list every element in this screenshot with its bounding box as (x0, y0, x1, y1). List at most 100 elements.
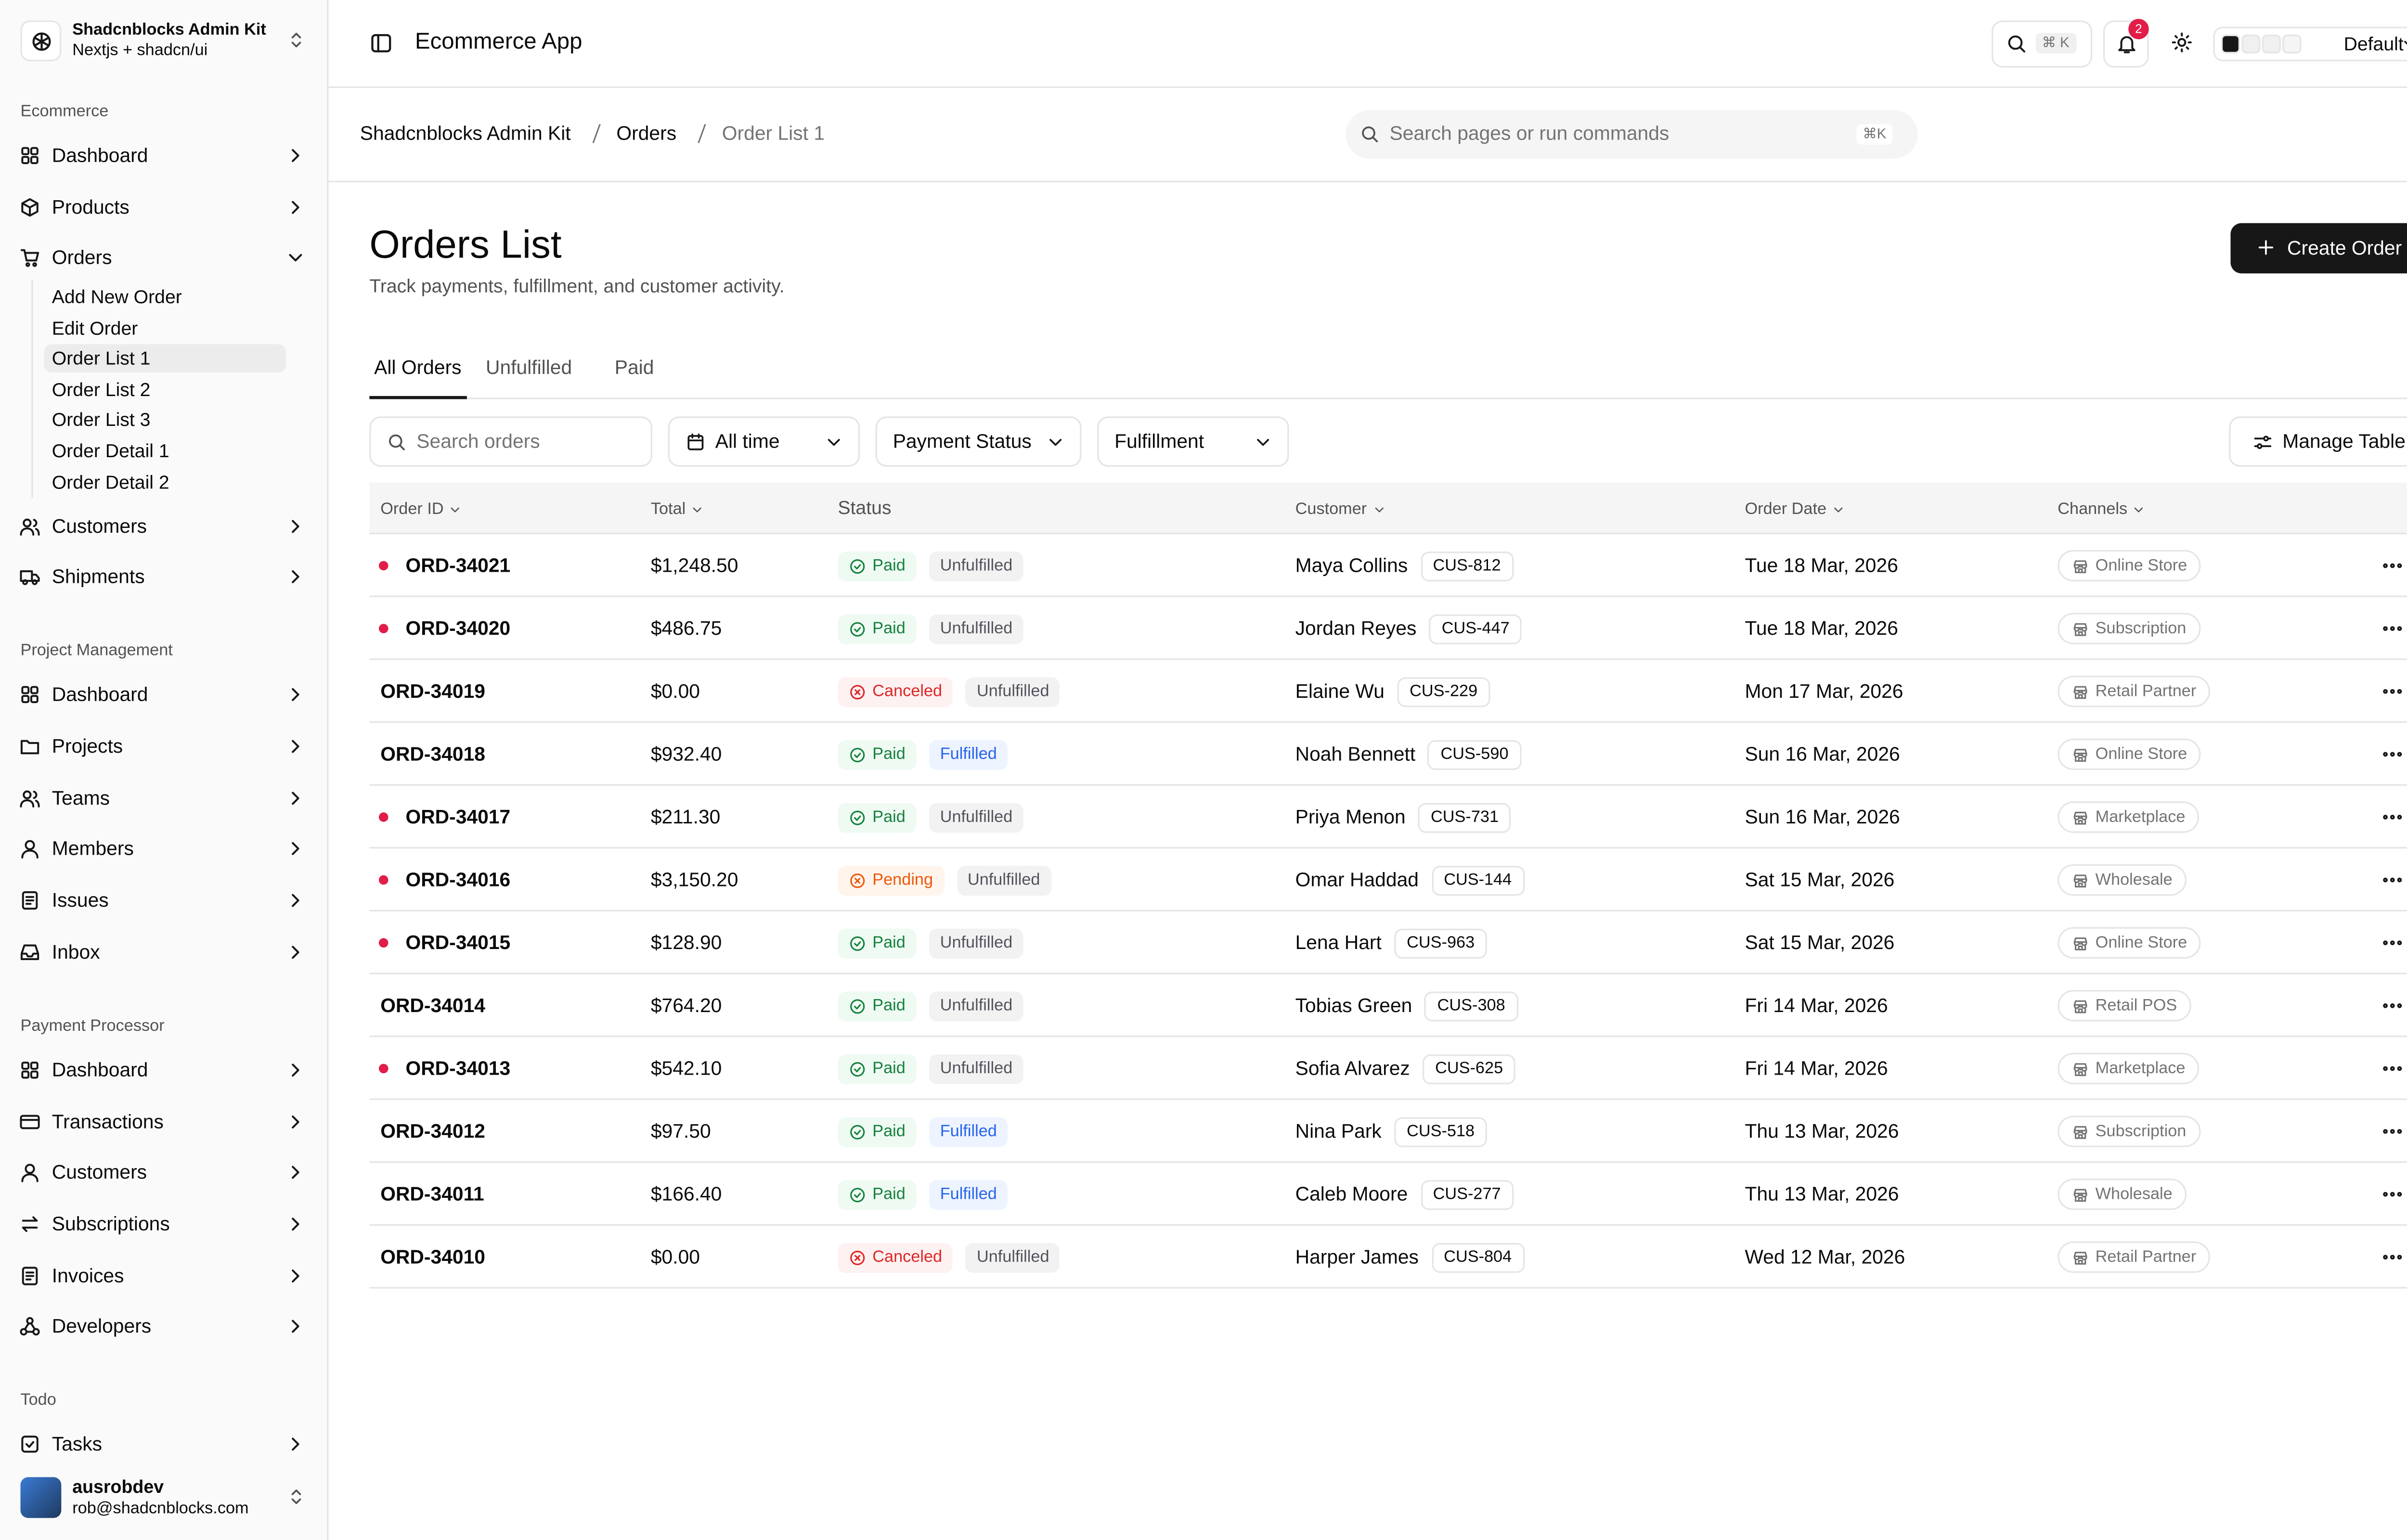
channel-badge: Wholesale (2058, 864, 2187, 896)
row-menu[interactable] (2380, 1119, 2405, 1144)
nav-item[interactable]: Customers (13, 1152, 314, 1193)
order-total: $932.40 (650, 743, 722, 766)
nav-item[interactable]: Products (13, 187, 314, 228)
row-menu[interactable] (2380, 930, 2405, 955)
table-row: ORD-34013 $542.10 Paid Unfulfilled Sofia Alv… (369, 1037, 2407, 1100)
nav-item[interactable]: Customers (13, 505, 314, 546)
nav-item[interactable]: Issues (13, 880, 314, 921)
nav-item[interactable]: Dashboard (13, 135, 314, 176)
order-id[interactable]: ORD-34012 (380, 1120, 486, 1142)
row-menu[interactable] (2380, 867, 2405, 892)
row-menu[interactable] (2380, 679, 2405, 704)
nav-item[interactable]: Developers (13, 1306, 314, 1347)
fulfillment-filter[interactable]: Fulfillment (1097, 416, 1289, 467)
order-date: Thu 13 Mar, 2026 (1745, 1120, 1899, 1142)
column-header[interactable]: Order Date (1745, 500, 1845, 519)
nav-item[interactable]: Subscriptions (13, 1204, 314, 1245)
row-menu[interactable] (2380, 553, 2405, 578)
icon-shape (292, 843, 299, 856)
order-id[interactable]: ORD-34018 (380, 743, 486, 766)
icon-shape (32, 263, 37, 268)
column-header[interactable]: Order ID (380, 500, 463, 519)
theme-select[interactable]: Default (2213, 26, 2407, 62)
icon (2073, 999, 2087, 1013)
nav-subitem[interactable]: Add New Order (44, 283, 286, 311)
order-id[interactable]: ORD-34019 (380, 680, 486, 703)
badge-label: Unfulfilled (940, 619, 1013, 638)
nav-item[interactable]: Transactions (13, 1101, 314, 1142)
nav-subitem[interactable]: Order Detail 2 (44, 468, 286, 496)
nav-subitem[interactable]: Edit Order (44, 314, 286, 342)
manage-table[interactable]: Manage Table (2229, 416, 2407, 467)
customer-name: Nina Park (1295, 1120, 1382, 1142)
row-menu[interactable] (2380, 742, 2405, 767)
nav-item[interactable]: Shipments (13, 557, 314, 598)
date-filter[interactable]: All time (668, 416, 860, 467)
nav-item[interactable]: Teams (13, 777, 314, 818)
notifications-button[interactable]: 2 (2103, 19, 2149, 68)
nav-subitem[interactable]: Order Detail 1 (44, 437, 286, 465)
icon-shape (30, 156, 39, 164)
payment-filter[interactable]: Payment Status (875, 416, 1082, 467)
order-id[interactable]: ORD-34011 (380, 1183, 484, 1206)
column-header[interactable]: Total (651, 500, 705, 519)
customer-id-label: CUS-308 (1437, 996, 1505, 1015)
order-total: $3,150.20 (650, 869, 738, 891)
icon (21, 1436, 39, 1453)
row-menu[interactable] (2380, 993, 2405, 1018)
breadcrumb-item[interactable]: Orders (616, 122, 677, 145)
customer-id-label: CUS-731 (1431, 808, 1499, 827)
icon (292, 149, 299, 162)
icon-shape (850, 747, 865, 762)
order-id[interactable]: ORD-34020 (405, 617, 511, 640)
order-id[interactable]: ORD-34010 (380, 1246, 486, 1269)
icon-shape (854, 563, 861, 569)
order-id[interactable]: ORD-34014 (380, 994, 486, 1017)
order-id[interactable]: ORD-34015 (405, 932, 511, 954)
badge-label: Unfulfilled (976, 682, 1049, 701)
row-menu[interactable] (2380, 1056, 2405, 1081)
icon-shape (21, 147, 30, 155)
create-order-button[interactable]: Create Order (2230, 223, 2407, 274)
row-menu[interactable] (2380, 616, 2405, 641)
table-row: ORD-34019 $0.00 Canceled Unfulfilled Elaine … (369, 660, 2407, 723)
order-id[interactable]: ORD-34017 (405, 806, 511, 828)
nav-subitem[interactable]: Order List 3 (44, 406, 286, 435)
order-id[interactable]: ORD-34021 (405, 554, 511, 577)
nav-item[interactable]: Projects (13, 726, 314, 767)
order-id[interactable]: ORD-34013 (405, 1057, 511, 1080)
customer-id: CUS-812 (1420, 551, 1514, 581)
nav-item[interactable]: Dashboard (13, 1050, 314, 1091)
status-cell: Paid Unfulfilled (838, 801, 1024, 833)
command-search[interactable]: Search pages or run commands ⌘K (1346, 110, 1918, 159)
nav-item[interactable]: Orders (13, 238, 314, 279)
row-menu[interactable] (2380, 1245, 2405, 1270)
nav-subitem[interactable]: Order List 2 (44, 375, 286, 404)
nav-item[interactable]: Members (13, 829, 314, 870)
nav-subitem[interactable]: Order List 1 (44, 344, 286, 373)
tab[interactable]: Unfulfilled (485, 357, 572, 379)
row-menu[interactable] (2380, 1182, 2405, 1207)
icon (693, 506, 702, 512)
nav-item[interactable]: Invoices (13, 1255, 314, 1296)
breadcrumb-item[interactable]: Shadcnblocks Admin Kit (360, 122, 571, 145)
tab[interactable]: Paid (614, 357, 654, 379)
badge-label: Unfulfilled (940, 933, 1013, 952)
nav-item[interactable]: Inbox (13, 932, 314, 973)
icon (2073, 1062, 2087, 1076)
column-header[interactable]: Channels (2058, 500, 2146, 519)
icon-shape (2397, 1003, 2402, 1008)
search-orders[interactable]: Search orders (369, 416, 653, 467)
tab[interactable]: All Orders (369, 349, 466, 399)
badge-label: Unfulfilled (976, 1247, 1049, 1267)
row-menu[interactable] (2380, 805, 2405, 830)
search-button[interactable]: ⌘ K (1992, 20, 2093, 68)
column-header[interactable]: Customer (1295, 500, 1386, 519)
icon-shape (2177, 38, 2187, 47)
order-id[interactable]: ORD-34016 (405, 869, 511, 891)
nav-item[interactable]: Tasks (13, 1424, 314, 1465)
badge: Unfulfilled (929, 928, 1024, 958)
nav-item[interactable]: Dashboard (13, 675, 314, 716)
icon (2073, 1125, 2087, 1138)
customer-id: CUS-277 (1420, 1179, 1514, 1209)
